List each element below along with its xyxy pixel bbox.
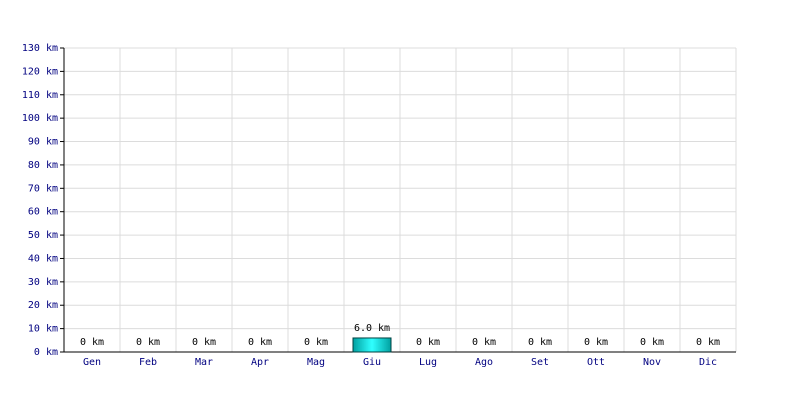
value-label: 0 km bbox=[640, 337, 664, 348]
value-label: 6.0 km bbox=[354, 323, 390, 334]
x-tick-label: Ott bbox=[587, 357, 605, 368]
x-tick-label: Lug bbox=[419, 357, 437, 368]
value-label: 0 km bbox=[192, 337, 216, 348]
value-label: 0 km bbox=[248, 337, 272, 348]
value-label: 0 km bbox=[472, 337, 496, 348]
value-label: 0 km bbox=[584, 337, 608, 348]
value-label: 0 km bbox=[136, 337, 160, 348]
x-tick-label: Apr bbox=[251, 357, 269, 368]
x-tick-label: Ago bbox=[475, 357, 493, 368]
y-tick-label: 70 km bbox=[28, 183, 58, 194]
x-tick-label: Mag bbox=[307, 357, 325, 368]
y-tick-label: 40 km bbox=[28, 253, 58, 264]
x-tick-label: Dic bbox=[699, 357, 717, 368]
value-label: 0 km bbox=[80, 337, 104, 348]
x-tick-label: Set bbox=[531, 357, 549, 368]
y-tick-label: 90 km bbox=[28, 137, 58, 148]
y-tick-label: 30 km bbox=[28, 277, 58, 288]
y-tick-label: 130 km bbox=[22, 43, 58, 54]
y-tick-label: 120 km bbox=[22, 66, 58, 77]
y-tick-label: 110 km bbox=[22, 90, 58, 101]
value-label: 0 km bbox=[416, 337, 440, 348]
y-tick-label: 0 km bbox=[34, 347, 58, 358]
y-tick-label: 10 km bbox=[28, 324, 58, 335]
value-label: 0 km bbox=[304, 337, 328, 348]
x-tick-label: Feb bbox=[139, 357, 157, 368]
y-tick-label: 20 km bbox=[28, 300, 58, 311]
y-tick-label: 60 km bbox=[28, 207, 58, 218]
bar bbox=[352, 337, 392, 353]
value-label: 0 km bbox=[696, 337, 720, 348]
y-tick-label: 80 km bbox=[28, 160, 58, 171]
x-tick-label: Mar bbox=[195, 357, 213, 368]
x-tick-label: Giu bbox=[363, 357, 381, 368]
y-tick-label: 100 km bbox=[22, 113, 58, 124]
x-tick-label: Nov bbox=[643, 357, 661, 368]
x-tick-label: Gen bbox=[83, 357, 101, 368]
value-label: 0 km bbox=[528, 337, 552, 348]
y-tick-label: 50 km bbox=[28, 230, 58, 241]
